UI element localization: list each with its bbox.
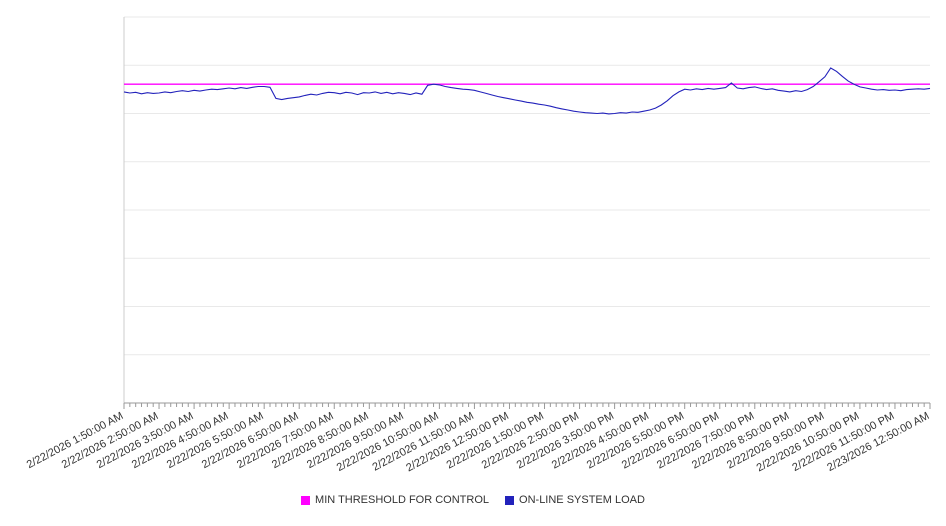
legend-item-system-load: ON-LINE SYSTEM LOAD <box>505 494 645 506</box>
legend-label-system-load: ON-LINE SYSTEM LOAD <box>519 494 645 506</box>
chart-canvas: 2/22/2026 1:50:00 AM2/22/2026 2:50:00 AM… <box>25 16 931 474</box>
legend-item-min-threshold: MIN THRESHOLD FOR CONTROL <box>301 494 489 506</box>
legend-label-min-threshold: MIN THRESHOLD FOR CONTROL <box>315 494 490 506</box>
legend-swatch-threshold-icon <box>301 495 311 505</box>
legend-swatch-load-icon <box>505 495 515 505</box>
chart-legend: MIN THRESHOLD FOR CONTROL ON-LINE SYSTEM… <box>0 494 946 506</box>
